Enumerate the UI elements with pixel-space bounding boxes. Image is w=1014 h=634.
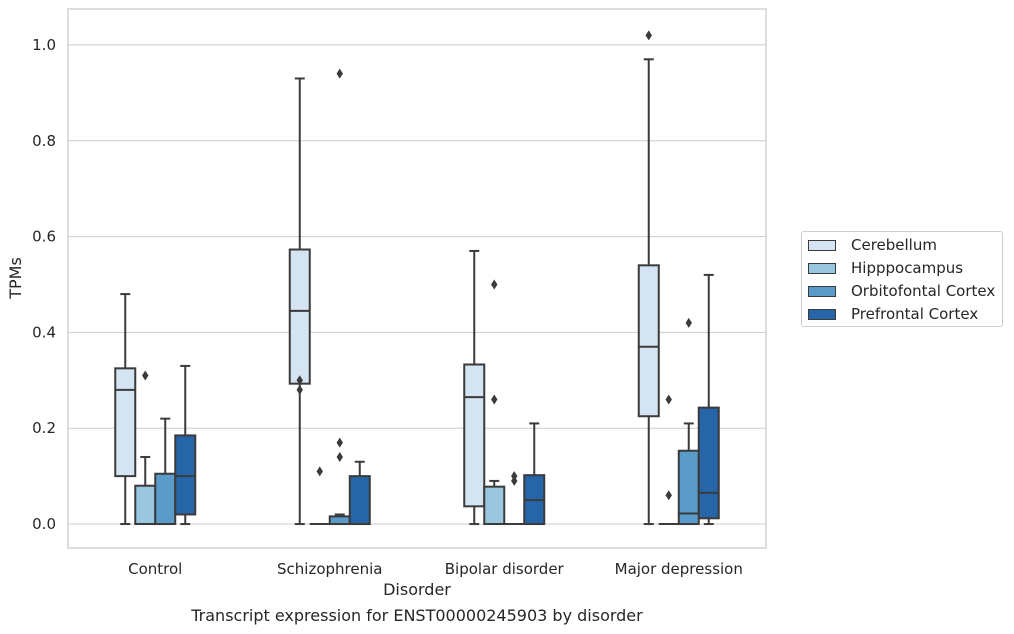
box-outlier bbox=[142, 370, 149, 381]
box-outlier bbox=[491, 394, 498, 405]
plot-frame bbox=[67, 8, 767, 549]
legend: Cerebellum Hipppocampus Orbitofontal Cor… bbox=[801, 231, 1003, 327]
x-axis-title: Disorder bbox=[383, 580, 451, 599]
legend-entry-cerebellum: Cerebellum bbox=[808, 235, 937, 255]
y-tick-label: 0.4 bbox=[32, 323, 56, 341]
box-outlier bbox=[685, 317, 692, 328]
box-outlier bbox=[336, 437, 343, 448]
legend-entry-prefrontal-cortex: Prefrontal Cortex bbox=[808, 304, 978, 324]
box-body bbox=[483, 485, 506, 526]
box-outlier bbox=[296, 375, 303, 386]
y-tick-label: 0.0 bbox=[32, 515, 56, 533]
legend-label-cerebellum: Cerebellum bbox=[851, 236, 937, 254]
x-tick-label: Bipolar disorder bbox=[445, 560, 565, 578]
y-tick-label: 0.6 bbox=[32, 228, 56, 246]
box-outlier bbox=[665, 394, 672, 405]
x-tick-label: Control bbox=[128, 560, 182, 578]
box-body bbox=[154, 472, 177, 526]
y-axis-title: TPMs bbox=[6, 257, 25, 300]
box-body bbox=[174, 434, 197, 516]
box-outlier bbox=[336, 68, 343, 79]
box-body bbox=[463, 363, 486, 508]
box-outlier bbox=[665, 490, 672, 501]
box-body bbox=[288, 248, 311, 385]
legend-swatch-hipppocampus bbox=[808, 262, 836, 274]
legend-label-hipppocampus: Hipppocampus bbox=[851, 259, 964, 277]
box-body bbox=[114, 367, 137, 478]
box-body bbox=[134, 484, 157, 526]
y-tick-label: 1.0 bbox=[32, 36, 56, 54]
figure-caption: Transcript expression for ENST0000024590… bbox=[191, 606, 643, 625]
legend-entry-hipppocampus: Hipppocampus bbox=[808, 258, 963, 278]
box-outlier bbox=[645, 30, 652, 41]
box-outlier bbox=[491, 279, 498, 290]
box-outlier bbox=[511, 475, 518, 486]
box-body bbox=[697, 406, 720, 520]
box-body bbox=[348, 475, 371, 526]
x-tick-label: Major depression bbox=[615, 560, 743, 578]
legend-swatch-cerebellum bbox=[808, 239, 836, 251]
legend-label-orbitofontal-cortex: Orbitofontal Cortex bbox=[851, 282, 996, 300]
x-tick-label: Schizophrenia bbox=[277, 560, 382, 578]
box-body bbox=[637, 264, 660, 418]
legend-swatch-orbitofontal-cortex bbox=[808, 285, 836, 297]
box-outlier bbox=[296, 384, 303, 395]
box-outlier bbox=[316, 466, 323, 477]
box-outlier bbox=[336, 451, 343, 462]
box-body bbox=[328, 515, 351, 526]
legend-swatch-prefrontal-cortex bbox=[808, 308, 836, 320]
plot-area: 0.0 0.2 0.4 0.6 0.8 1.0 Control Schizophrenia Bi… bbox=[32, 8, 767, 578]
legend-entry-orbitofontal-cortex: Orbitofontal Cortex bbox=[808, 281, 995, 301]
legend-label-prefrontal-cortex: Prefrontal Cortex bbox=[851, 305, 979, 323]
y-tick-label: 0.8 bbox=[32, 132, 56, 150]
y-tick-label: 0.2 bbox=[32, 419, 56, 437]
